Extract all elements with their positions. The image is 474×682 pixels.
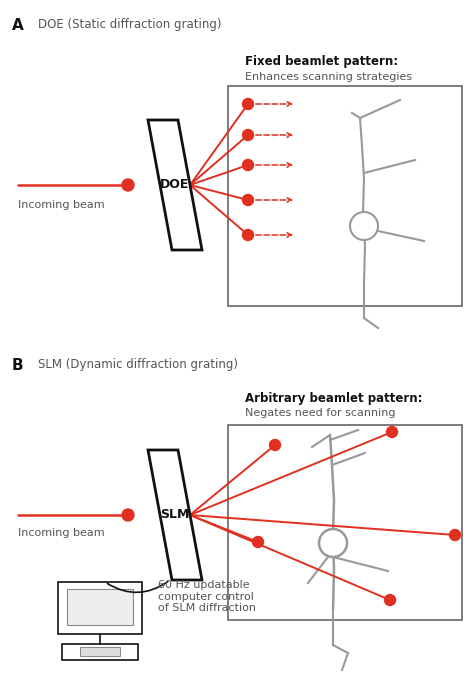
Circle shape bbox=[243, 230, 254, 241]
Text: SLM (Dynamic diffraction grating): SLM (Dynamic diffraction grating) bbox=[38, 358, 238, 371]
FancyArrowPatch shape bbox=[107, 582, 168, 593]
Bar bbox=[228, 425, 462, 620]
Circle shape bbox=[253, 537, 264, 548]
Bar bbox=[228, 86, 462, 306]
Bar bbox=[58, 582, 142, 634]
Text: SLM: SLM bbox=[160, 509, 190, 522]
Circle shape bbox=[122, 179, 134, 191]
Circle shape bbox=[449, 529, 461, 541]
Text: B: B bbox=[12, 358, 24, 373]
Circle shape bbox=[243, 194, 254, 205]
Text: Negates need for scanning: Negates need for scanning bbox=[245, 408, 395, 418]
Text: Enhances scanning strategies: Enhances scanning strategies bbox=[245, 72, 412, 82]
Polygon shape bbox=[148, 120, 202, 250]
Bar bbox=[67, 589, 133, 625]
Circle shape bbox=[319, 529, 347, 557]
Circle shape bbox=[243, 130, 254, 140]
Circle shape bbox=[243, 160, 254, 170]
Bar bbox=[80, 647, 120, 656]
Text: A: A bbox=[12, 18, 24, 33]
Circle shape bbox=[243, 98, 254, 110]
Text: Incoming beam: Incoming beam bbox=[18, 528, 105, 538]
Circle shape bbox=[122, 509, 134, 521]
Circle shape bbox=[350, 212, 378, 240]
Text: DOE (Static diffraction grating): DOE (Static diffraction grating) bbox=[38, 18, 221, 31]
Text: Arbitrary beamlet pattern:: Arbitrary beamlet pattern: bbox=[245, 392, 422, 405]
Circle shape bbox=[386, 426, 398, 437]
Text: Incoming beam: Incoming beam bbox=[18, 200, 105, 210]
Circle shape bbox=[384, 595, 395, 606]
Text: 60 Hz updatable
computer control
of SLM diffraction: 60 Hz updatable computer control of SLM … bbox=[158, 580, 256, 613]
Text: DOE: DOE bbox=[160, 179, 190, 192]
Bar bbox=[62, 644, 138, 660]
Circle shape bbox=[270, 439, 281, 451]
Text: Fixed beamlet pattern:: Fixed beamlet pattern: bbox=[245, 55, 398, 68]
Polygon shape bbox=[148, 450, 202, 580]
